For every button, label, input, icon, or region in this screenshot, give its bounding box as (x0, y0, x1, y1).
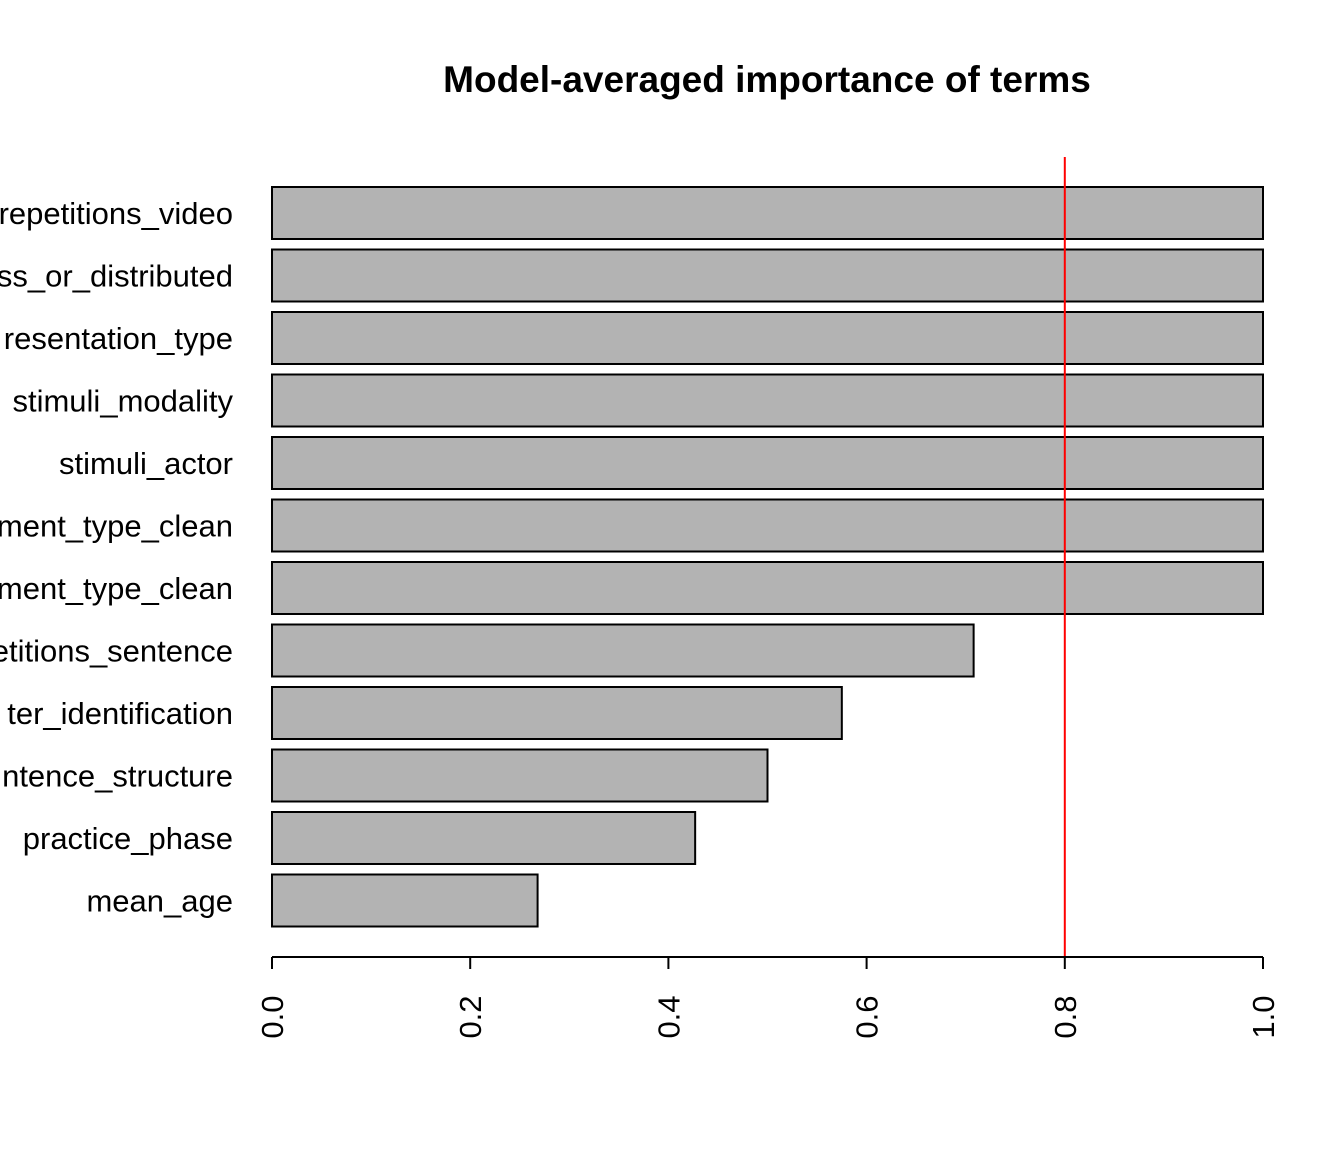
category-label: stimuli_modality (12, 384, 233, 419)
bar (271, 186, 1264, 240)
x-tick-label: 1.0 (1246, 995, 1281, 1038)
bar (271, 623, 975, 678)
x-tick-label: 0.8 (1048, 995, 1083, 1038)
bars (271, 186, 1264, 928)
category-label: repetitions_video (0, 196, 233, 231)
bar (271, 498, 1264, 553)
bar (271, 373, 1264, 428)
category-label: practice_phase (23, 821, 233, 856)
category-label: etitions_sentence (0, 634, 233, 669)
category-labels: repetitions_video ss_or_distributedresent… (0, 196, 233, 919)
bar (271, 748, 769, 803)
category-label: resentation_type (4, 321, 233, 356)
bar (271, 686, 843, 740)
bar (271, 248, 1264, 303)
x-axis: 0.0 0.2 0.4 0.6 0.8 1.0 (255, 956, 1281, 1039)
x-tick-label: 0.4 (651, 995, 686, 1038)
chart-title: Model-averaged importance of terms (443, 59, 1091, 100)
bar (271, 311, 1264, 365)
category-label: stimuli_actor (59, 446, 233, 481)
x-tick-label: 0.0 (255, 995, 290, 1038)
category-label: ss_or_distributed (0, 259, 233, 294)
category-label: ment_type_clean (0, 571, 233, 606)
bar (271, 436, 1264, 490)
category-label: ntence_structure (2, 759, 233, 794)
bar (271, 811, 697, 865)
bar (271, 873, 539, 928)
category-label: mean_age (86, 884, 233, 919)
x-tick-label: 0.2 (453, 995, 488, 1038)
category-label: ment_type_clean (0, 509, 233, 544)
bar (271, 561, 1264, 615)
category-label: ter_identification (7, 696, 233, 731)
x-tick-label: 0.6 (850, 995, 885, 1038)
